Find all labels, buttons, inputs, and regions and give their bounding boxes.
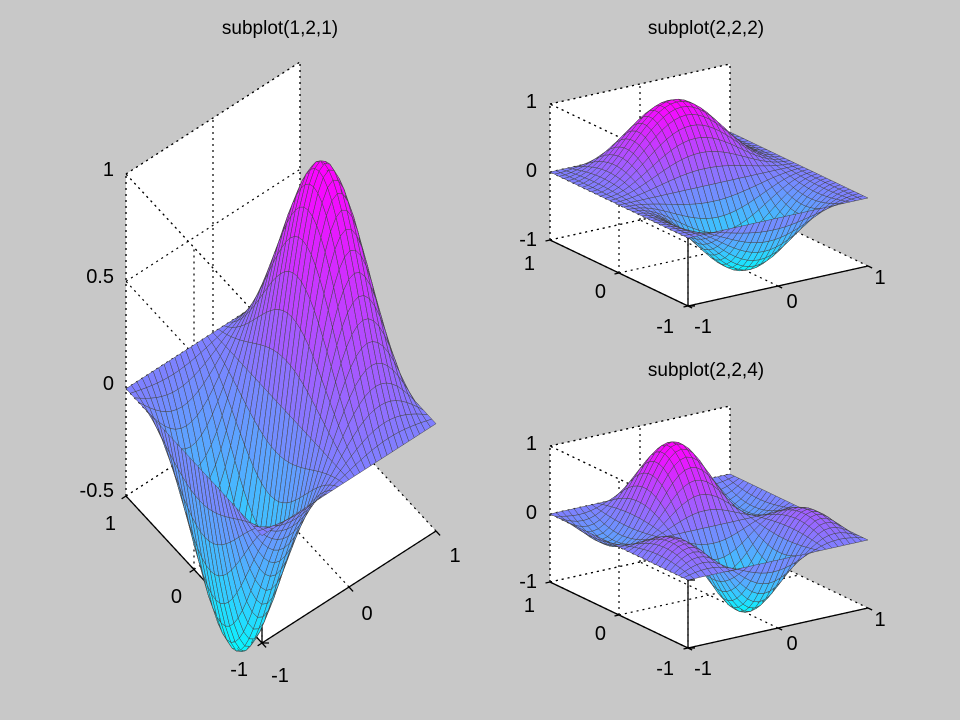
z-tick-label: -1 (519, 229, 537, 251)
x-tick-mark (777, 627, 783, 631)
grid-line (549, 541, 731, 583)
y-tick-label: -1 (230, 659, 248, 681)
z-tick-label: 1 (526, 91, 537, 113)
subplot-1-2-1: subplot(1,2,1) 1 0.5 0 -0.5 1 0 -1 -1 0 … (80, 18, 461, 687)
z-tick-label: 1 (103, 159, 114, 181)
z-tick-label: 0 (103, 373, 114, 395)
x-tick-label: 1 (874, 267, 885, 289)
x-tick-label: 1 (874, 609, 885, 631)
z-tick-label: 1 (526, 433, 537, 455)
x-tick-label: 0 (786, 291, 797, 313)
x-tick-mark (435, 530, 441, 536)
y-tick-label: 1 (105, 513, 116, 535)
subplot-title: subplot(1,2,1) (222, 18, 338, 39)
x-tick-mark (777, 285, 783, 289)
grid-line (618, 232, 800, 274)
subplot-title: subplot(2,2,2) (648, 18, 764, 39)
y-tick-mark (545, 581, 551, 584)
y-tick-label: -1 (656, 316, 674, 338)
x-tick-mark (348, 586, 354, 592)
grid-line (549, 63, 731, 105)
surface-plot (549, 98, 869, 272)
z-tick-label: 0 (526, 502, 537, 524)
y-tick-label: 0 (595, 623, 606, 645)
grid-line (125, 168, 301, 282)
surface-plot (125, 160, 437, 652)
y-tick-mark (121, 495, 127, 500)
x-tick-mark (261, 642, 267, 648)
x-tick-mark (867, 265, 873, 269)
y-tick-mark (189, 568, 195, 573)
grid-line (639, 219, 779, 287)
x-tick-label: -1 (271, 665, 289, 687)
tick-labels: 1 0 -1 1 0 -1 -1 0 1 (519, 91, 885, 338)
grid-line (125, 61, 301, 175)
grid-line (639, 561, 779, 629)
surface-patch (857, 537, 869, 542)
y-tick-label: 0 (595, 281, 606, 303)
tick-labels: 1 0 -1 1 0 -1 -1 0 1 (519, 433, 885, 680)
y-tick-mark (614, 614, 620, 617)
grid-line (618, 574, 800, 616)
surface-patch (426, 418, 437, 428)
y-tick-mark (545, 239, 551, 242)
tick-labels: 1 0.5 0 -0.5 1 0 -1 -1 0 1 (80, 159, 461, 687)
z-tick-label: 0 (526, 160, 537, 182)
x-tick-label: -1 (694, 316, 712, 338)
x-tick-label: -1 (694, 658, 712, 680)
y-tick-label: 1 (524, 595, 535, 617)
y-tick-mark (683, 305, 689, 308)
grid-line (549, 199, 731, 241)
z-tick-label: 0.5 (86, 266, 114, 288)
y-tick-mark (614, 272, 620, 275)
x-tick-label: 0 (361, 603, 372, 625)
x-tick-mark (867, 607, 873, 611)
surface-plot (549, 441, 869, 613)
y-tick-label: 0 (171, 586, 182, 608)
subplot-2-2-4: subplot(2,2,4) 1 0 -1 1 0 -1 -1 0 1 (519, 360, 885, 680)
x-tick-label: 0 (786, 633, 797, 655)
y-tick-label: 1 (524, 253, 535, 275)
y-tick-mark (683, 647, 689, 650)
subplot-title: subplot(2,2,4) (648, 360, 764, 381)
surface-patch (857, 195, 869, 200)
subplot-2-2-2: subplot(2,2,2) 1 0 -1 1 0 -1 -1 0 1 (519, 18, 885, 338)
z-tick-label: -1 (519, 571, 537, 593)
z-tick-label: -0.5 (80, 480, 114, 502)
x-tick-label: 1 (449, 545, 460, 567)
y-tick-label: -1 (656, 658, 674, 680)
y-tick-mark (257, 642, 263, 647)
grid-line (549, 405, 731, 447)
